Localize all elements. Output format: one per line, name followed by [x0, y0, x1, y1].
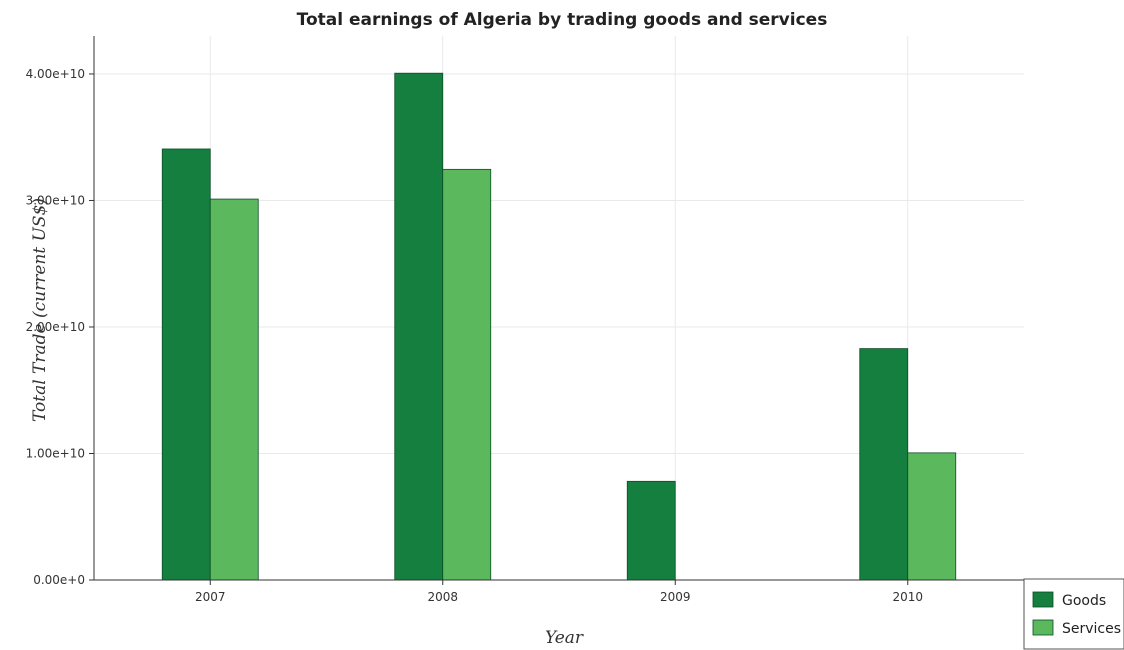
bar-goods-2008 — [394, 72, 444, 581]
legend-swatch-goods — [1032, 591, 1054, 608]
x-tick-label: 2009 — [660, 590, 691, 604]
bar-services-2008 — [442, 168, 492, 581]
axes — [89, 36, 1024, 585]
bars — [161, 72, 957, 581]
x-tick-label: 2008 — [427, 590, 458, 604]
legend-box — [1023, 578, 1124, 650]
y-axis-label: Total Trade (current US$) — [30, 198, 50, 422]
legend: Goods Services — [1023, 578, 1124, 650]
tick-labels: 0.00e+0 1.00e+10 2.00e+10 3.00e+10 4.00e+10 2… — [26, 67, 923, 604]
legend-swatch-services — [1032, 619, 1054, 636]
bar-goods-2009 — [626, 480, 676, 581]
bar-services-2007 — [209, 198, 259, 581]
legend-label-services: Services — [1062, 621, 1121, 637]
y-tick-label: 2.00e+10 — [26, 320, 85, 334]
x-tick-label: 2007 — [195, 590, 226, 604]
bar-services-2010 — [907, 452, 957, 581]
chart-title: Total earnings of Algeria by trading goo… — [297, 10, 828, 30]
legend-label-goods: Goods — [1062, 593, 1106, 609]
y-tick-label: 3.00e+10 — [26, 193, 85, 207]
bar-goods-2007 — [161, 148, 211, 581]
x-axis-label: Year — [545, 628, 584, 648]
y-tick-label: 4.00e+10 — [26, 67, 85, 81]
y-tick-label: 0.00e+0 — [33, 573, 85, 587]
bar-goods-2010 — [859, 348, 909, 581]
y-tick-label: 1.00e+10 — [26, 446, 85, 460]
x-tick-label: 2010 — [892, 590, 923, 604]
